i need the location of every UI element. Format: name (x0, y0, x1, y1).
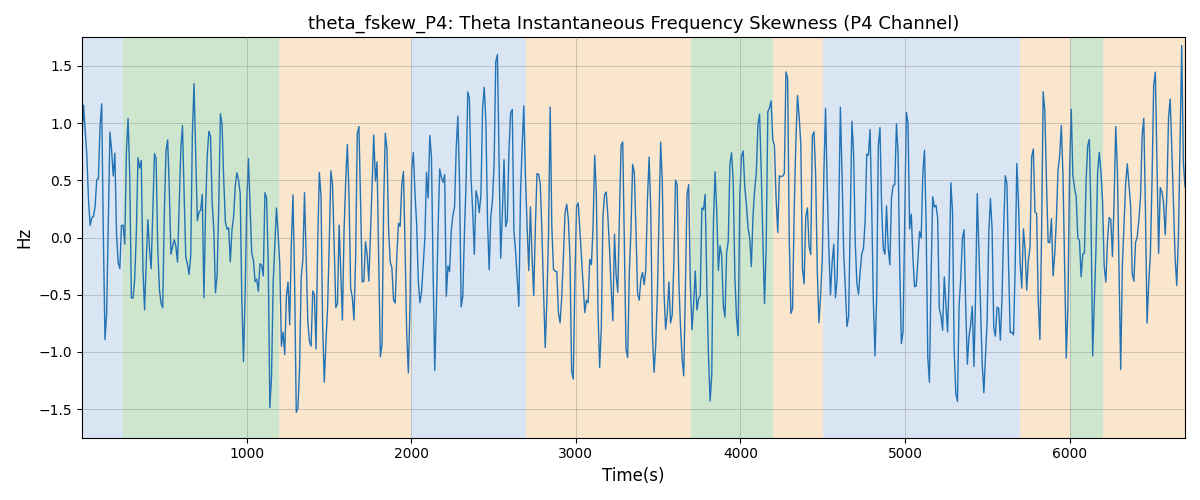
Bar (280, 38, 412, 438)
Bar (1020, 38, 1069, 438)
Bar (691, 38, 773, 438)
Bar (124, 38, 280, 438)
Bar (1069, 38, 1103, 438)
Bar (412, 38, 527, 438)
Bar (1103, 38, 1186, 438)
Bar (823, 38, 1020, 438)
X-axis label: Time(s): Time(s) (602, 467, 665, 485)
Bar (773, 38, 823, 438)
Y-axis label: Hz: Hz (14, 227, 32, 248)
Bar (82, 38, 124, 438)
Bar (527, 38, 691, 438)
Title: theta_fskew_P4: Theta Instantaneous Frequency Skewness (P4 Channel): theta_fskew_P4: Theta Instantaneous Freq… (307, 15, 959, 34)
